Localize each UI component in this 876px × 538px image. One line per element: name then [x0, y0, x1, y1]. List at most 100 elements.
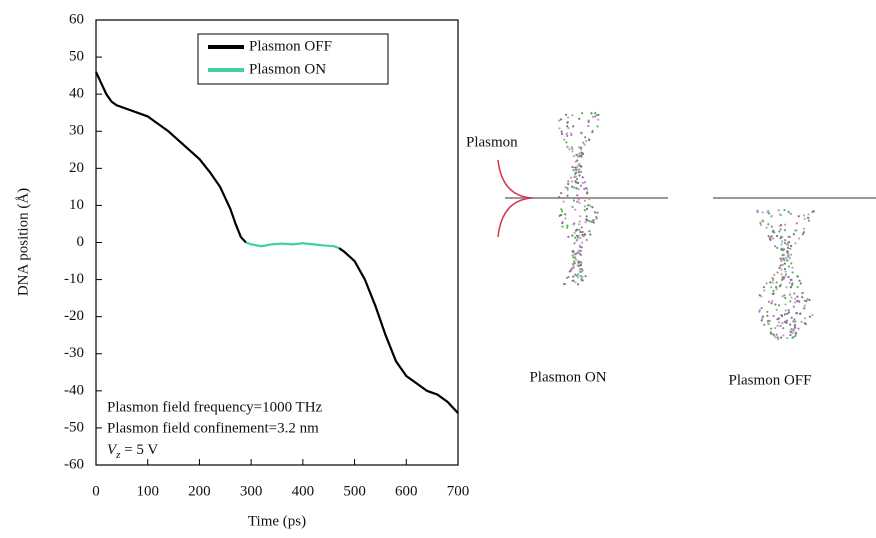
dna-atom [770, 302, 773, 305]
dna-atom [784, 273, 788, 276]
dna-atom [582, 141, 585, 144]
dna-atom [570, 145, 573, 149]
dna-atom [804, 317, 807, 320]
dna-atom [573, 231, 576, 234]
dna-atom [794, 301, 797, 304]
dna-atom [769, 286, 773, 289]
dna-atom [589, 233, 592, 236]
dna-atom [569, 269, 572, 272]
dna-atom [771, 300, 774, 303]
dna-atom [566, 194, 569, 197]
y-tick-label: 0 [77, 234, 85, 250]
dna-atom [576, 194, 579, 197]
dna-atom [774, 336, 777, 339]
dna-atom [796, 275, 800, 278]
dna-atom [580, 131, 583, 134]
dna-atom [575, 177, 579, 181]
dna-atom [776, 318, 779, 321]
dna-atom [578, 117, 581, 120]
dna-atom [801, 233, 805, 236]
dna-atom [597, 113, 600, 117]
dna-atom [560, 132, 564, 136]
dna-atom [578, 162, 581, 166]
dna-atom [580, 270, 583, 274]
dna-atom [573, 242, 576, 245]
dna-atom [781, 295, 784, 298]
dna-atom [580, 112, 584, 115]
dna-atom [774, 303, 777, 306]
dna-atom [802, 231, 805, 234]
dna-atom [591, 115, 595, 118]
dna-atom [562, 200, 565, 203]
dna-atom [567, 275, 570, 279]
dna-atom [787, 253, 790, 256]
dna-atom [575, 181, 578, 184]
dna-atom [768, 319, 771, 322]
dna-atom [574, 208, 577, 211]
dna-atom [577, 264, 580, 268]
y-tick-label: -40 [64, 382, 84, 398]
dna-atom [770, 235, 773, 238]
dna-atom [802, 227, 806, 230]
dna-atom [574, 168, 578, 171]
dna-atom [578, 174, 581, 177]
dna-atom [769, 281, 772, 284]
dna-atom [787, 255, 790, 258]
plasmon-label: Plasmon [466, 134, 518, 150]
dna-atom [581, 181, 584, 185]
dna-atom [573, 175, 576, 178]
dna-atom [784, 309, 787, 312]
dna-atom [781, 263, 784, 266]
dna-atom [782, 277, 785, 280]
dna-atom [792, 320, 795, 323]
dna-atom [780, 223, 783, 227]
dna-atom [781, 240, 784, 243]
dna-atom [767, 300, 771, 303]
dna-atom [801, 296, 804, 299]
dna-atom [566, 120, 569, 124]
dna-atom [587, 119, 590, 122]
dna-atom [766, 314, 769, 317]
dna-atom [775, 286, 778, 289]
dna-atom [584, 221, 587, 224]
dna-atom [789, 253, 793, 256]
y-tick-label: 20 [69, 160, 84, 176]
y-tick-label: 30 [69, 123, 84, 139]
dna-atom [775, 333, 778, 336]
dna-atom [761, 219, 764, 223]
dna-atom [570, 132, 573, 135]
dna-atom [791, 282, 794, 285]
dna-atom [576, 181, 580, 185]
dna-atom [780, 273, 783, 276]
dna-atom [772, 289, 775, 293]
dna-atom [790, 278, 793, 282]
dna-atom [797, 237, 801, 240]
dna-atom [772, 278, 775, 282]
dna-atom [581, 279, 584, 282]
dna-atom [772, 334, 776, 337]
dna-atom [577, 261, 580, 264]
x-tick-label: 600 [395, 483, 418, 499]
dna-atom [784, 256, 788, 259]
dna-atom [576, 238, 579, 241]
dna-atom [571, 279, 574, 283]
annotation: z [115, 449, 121, 461]
x-tick-label: 200 [188, 483, 211, 499]
dna-atom [792, 336, 795, 339]
dna-atom [587, 203, 590, 207]
dna-atom [560, 130, 563, 133]
dna-atom [570, 133, 573, 137]
dna-atom [789, 333, 792, 337]
dna-atom [583, 205, 586, 208]
dna-atom [773, 245, 777, 248]
dna-atom [789, 300, 792, 303]
dna-atom [783, 320, 786, 323]
dna-atom [566, 134, 569, 138]
dna-atom [585, 139, 588, 143]
data-line [245, 241, 340, 250]
dna-atom [567, 180, 570, 183]
dna-atom [576, 276, 580, 279]
dna-atom [572, 125, 575, 128]
dna-atom [782, 327, 785, 330]
dna-atom [577, 249, 580, 252]
